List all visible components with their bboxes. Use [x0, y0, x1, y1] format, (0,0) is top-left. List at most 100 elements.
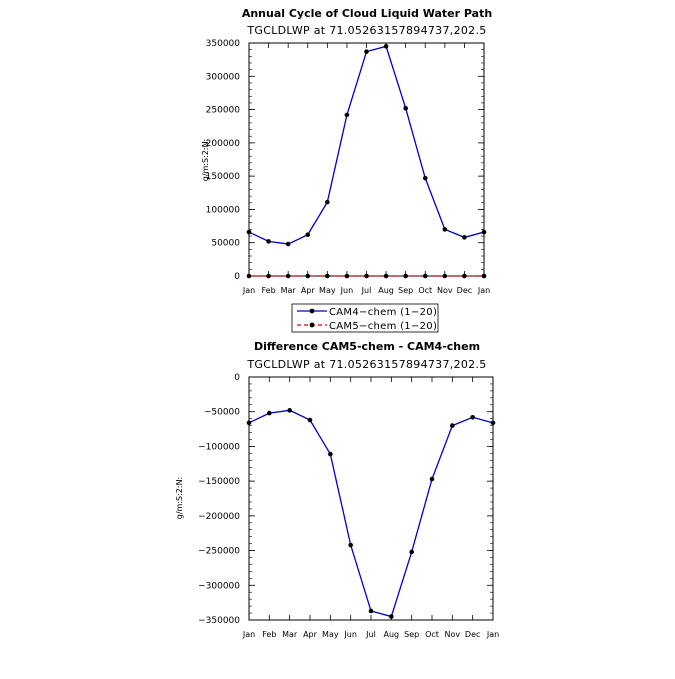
data-point [442, 273, 448, 279]
chart-marks: Jan Feb Mar Apr May Jun Jul Aug Sep Oct Nov Dec Jan0… [206, 39, 491, 295]
data-point [267, 410, 272, 416]
data-point [266, 273, 271, 279]
data-point [325, 199, 330, 205]
data-point [422, 175, 428, 181]
data-point [442, 227, 448, 232]
annual-cycle-chart: Annual Cycle of Cloud Liquid Water Path … [201, 7, 492, 295]
y-tick-label: 150000 [206, 172, 241, 182]
x-tick-label: Aug [384, 630, 400, 639]
y-tick-label: −100000 [198, 442, 240, 452]
data-point [344, 112, 350, 118]
x-tick-label: Jan [242, 630, 255, 639]
data-point [344, 273, 350, 279]
legend-item-cam4: CAM4−chem (1−20) [297, 307, 437, 318]
y-tick-label: −150000 [198, 477, 240, 487]
legend-marker-cam5 [309, 322, 315, 328]
x-tick-label: Nov [445, 630, 461, 639]
data-point [364, 273, 369, 279]
data-point [348, 542, 353, 548]
x-tick-label: Oct [425, 630, 439, 639]
x-tick-label: Aug [378, 286, 394, 295]
x-tick-label: Oct [418, 286, 432, 295]
data-point [325, 273, 330, 279]
x-tick-label: Mar [282, 630, 298, 639]
y-tick-label: −50000 [204, 408, 240, 418]
x-tick-label: Sep [404, 630, 419, 639]
data-point [389, 614, 394, 619]
y-tick-label: 350000 [206, 39, 241, 49]
x-tick-label: Apr [303, 630, 318, 639]
y-tick-label: 250000 [206, 106, 241, 116]
data-point [383, 44, 389, 49]
y-axis-label: g/m:S:2:N: [175, 477, 184, 520]
y-tick-label: 300000 [206, 72, 241, 82]
y-tick-label: 0 [234, 272, 240, 282]
chart-subtitle: TGCLDLWP at 71.05263157894737,202.5 [246, 24, 486, 37]
legend: CAM4−chem (1−20) CAM5−chem (1−20) [291, 303, 439, 333]
x-tick-label: Jul [361, 286, 372, 295]
x-tick-label: Jan [477, 286, 490, 295]
legend-label-cam4: CAM4−chem (1−20) [329, 307, 437, 318]
data-point [403, 105, 408, 111]
x-tick-label: Jan [486, 630, 499, 639]
data-point [328, 451, 333, 457]
data-point [246, 229, 252, 235]
x-tick-label: Nov [437, 286, 453, 295]
data-point [307, 417, 313, 423]
data-point [287, 408, 292, 413]
x-tick-label: Jun [343, 630, 357, 639]
data-point [246, 273, 252, 279]
x-tick-label: Feb [262, 630, 276, 639]
data-point [364, 49, 369, 54]
x-tick-label: May [322, 630, 339, 639]
x-tick-label: Mar [281, 286, 297, 295]
chart-subtitle: TGCLDLWP at 71.05263157894737,202.5 [246, 358, 486, 371]
data-point [403, 273, 408, 279]
y-tick-label: 100000 [206, 205, 241, 215]
series-line-cam4 [248, 45, 485, 245]
data-point [285, 241, 291, 247]
x-tick-label: Jun [340, 286, 354, 295]
y-tick-label: −300000 [198, 581, 240, 591]
x-tick-label: Sep [398, 286, 413, 295]
series-line-cam4 [248, 409, 494, 618]
data-point [450, 423, 455, 428]
data-point [470, 414, 475, 420]
x-tick-label: Jan [242, 286, 255, 295]
data-point [246, 420, 252, 426]
data-point [305, 232, 311, 238]
data-point [422, 273, 428, 279]
y-tick-label: −350000 [198, 616, 240, 626]
difference-chart: Difference CAM5-chem - CAM4-chem TGCLDLW… [175, 340, 499, 639]
data-point [490, 420, 496, 426]
data-point [383, 273, 389, 279]
x-tick-label: Feb [261, 286, 275, 295]
y-tick-label: 50000 [211, 239, 240, 249]
x-tick-label: May [319, 286, 336, 295]
chart-marks: Jan Feb Mar Apr May Jun Jul Aug Sep Oct Nov Dec Jan 0… [198, 373, 499, 639]
x-tick-label: Jul [365, 630, 376, 639]
y-tick-label: −200000 [198, 512, 240, 522]
data-point [409, 549, 414, 555]
legend-marker-cam4 [309, 308, 315, 314]
x-tick-label: Apr [301, 286, 316, 295]
data-point [305, 273, 311, 279]
data-point [462, 273, 467, 279]
chart-title: Annual Cycle of Cloud Liquid Water Path [242, 7, 492, 20]
data-point [462, 235, 467, 240]
x-tick-label: Dec [457, 286, 472, 295]
y-tick-label: −250000 [198, 547, 240, 557]
data-point [481, 273, 487, 279]
x-tick-label: Dec [465, 630, 480, 639]
data-point [368, 608, 374, 614]
legend-item-cam5: CAM5−chem (1−20) [297, 321, 437, 332]
y-tick-label: 200000 [206, 139, 241, 149]
data-point [481, 229, 487, 235]
data-point [266, 239, 271, 244]
data-point [285, 273, 291, 279]
y-axis-label: g/m:S:2:N: [201, 139, 210, 182]
y-tick-label: 0 [234, 373, 240, 383]
data-point [429, 476, 435, 482]
